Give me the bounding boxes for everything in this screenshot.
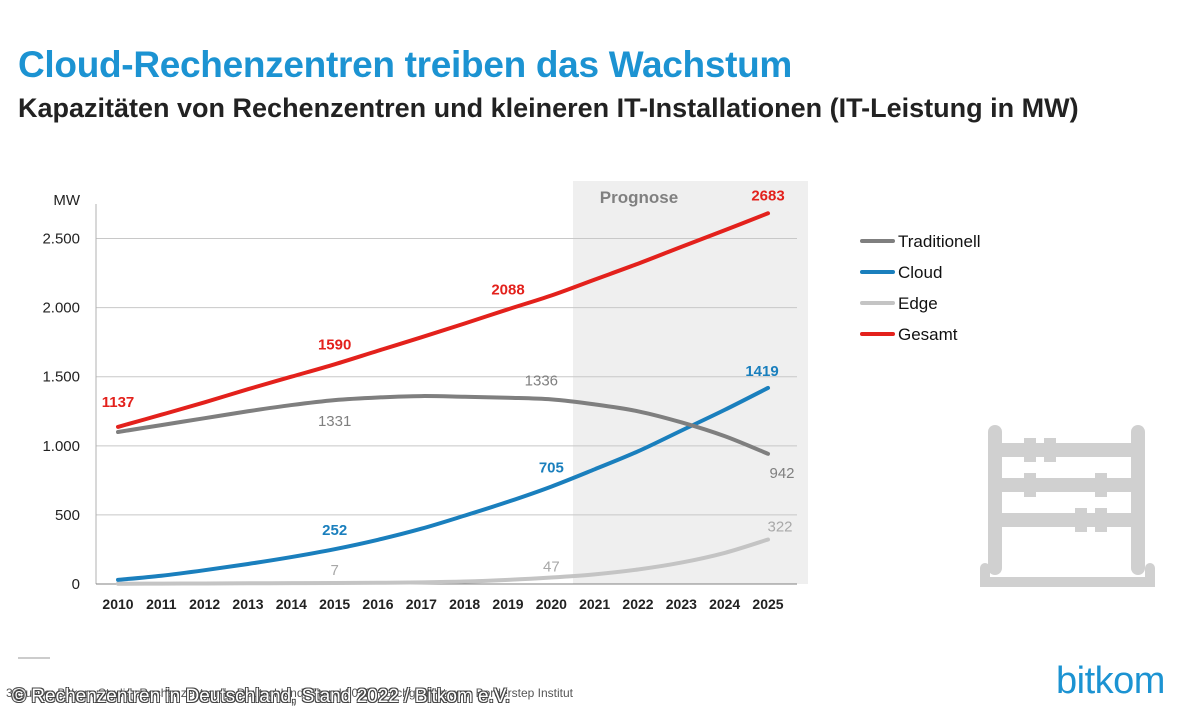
data-label-gesamt-2019: 2088 [491,281,524,298]
footer-divider [18,657,50,659]
data-label-traditionell-2020: 1336 [525,372,558,389]
legend-label-traditionell: Traditionell [898,232,981,251]
copyright-notice: © Rechenzentren in Deutschland, Stand 20… [12,686,511,707]
data-label-traditionell-2025: 942 [769,465,794,482]
x-tick-label: 2010 [102,596,133,612]
series-line-cloud [116,385,770,582]
abacus-icon [980,425,1155,587]
x-tick-label: 2018 [449,596,480,612]
legend-label-gesamt: Gesamt [898,325,958,344]
y-tick-label: 0 [72,576,80,593]
legend-label-cloud: Cloud [898,263,942,282]
data-label-cloud-2015: 252 [322,522,347,539]
y-tick-label: 2.000 [42,300,80,317]
x-tick-label: 2023 [666,596,697,612]
data-label-cloud-2025: 1419 [745,363,778,380]
series-line-gesamt [116,211,770,429]
x-tick-label: 2019 [492,596,523,612]
series-line-traditionell [116,394,770,456]
y-tick-label: 1.500 [42,369,80,386]
prognosis-label: Prognose [600,188,678,207]
y-tick-label: 2.500 [42,231,80,248]
source-note: 3 Quelle: Bitkom-Studie „Rechenzentren i… [6,686,573,700]
x-tick-label: 2011 [146,596,177,612]
series-line-edge [116,537,770,586]
prognosis-band [573,181,808,584]
data-label-gesamt-2010: 1137 [102,394,135,411]
chart-subtitle: Kapazitäten von Rechenzentren und kleine… [18,93,1079,123]
legend-label-edge: Edge [898,294,938,313]
data-label-edge-2025: 322 [767,519,792,536]
x-tick-label: 2012 [189,596,220,612]
data-label-traditionell-2015: 1331 [318,413,351,430]
x-tick-label: 2017 [406,596,437,612]
x-tick-label: 2022 [622,596,653,612]
y-tick-label: 500 [55,507,80,524]
x-tick-label: 2024 [709,596,740,612]
x-tick-label: 2021 [579,596,610,612]
x-tick-label: 2013 [232,596,263,612]
data-label-cloud-2020: 705 [539,460,564,477]
x-tick-label: 2015 [319,596,350,612]
y-tick-label: 1.000 [42,438,80,455]
x-tick-label: 2016 [362,596,393,612]
x-tick-label: 2014 [276,596,307,612]
data-label-gesamt-2025: 2683 [751,187,784,204]
data-label-edge-2020: 47 [543,559,560,576]
data-label-gesamt-2015: 1590 [318,336,351,353]
x-tick-label: 2025 [752,596,783,612]
bitkom-logo: bitkom [1056,660,1165,702]
data-label-edge-2015: 7 [330,562,338,579]
chart-title: Cloud-Rechenzentren treiben das Wachstum [18,44,793,85]
x-tick-label: 2020 [536,596,567,612]
y-axis-unit: MW [53,192,80,209]
